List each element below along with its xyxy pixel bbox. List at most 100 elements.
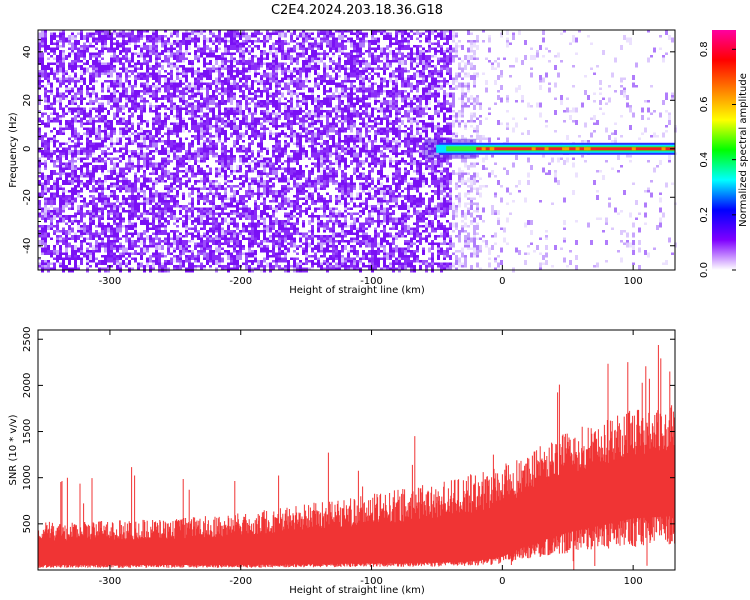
heatmap-cell (290, 217, 293, 220)
heatmap-cell (278, 102, 281, 108)
heatmap-cell (62, 180, 65, 185)
heatmap-cell (164, 95, 167, 98)
heatmap-cell (275, 255, 278, 258)
heatmap-cell (299, 187, 302, 190)
heatmap-cell (218, 215, 221, 218)
heatmap-cell (266, 212, 269, 218)
heatmap-cell (71, 150, 74, 153)
heatmap-cell (167, 95, 170, 98)
heatmap-cell (206, 97, 209, 103)
heatmap-cell (158, 62, 161, 65)
heatmap-cell (191, 67, 194, 70)
heatmap-cell (179, 155, 182, 158)
heatmap-cell (119, 260, 122, 263)
heatmap-cell (182, 40, 185, 45)
heatmap-cell (65, 87, 68, 90)
heatmap-cell (50, 102, 53, 105)
heatmap-cell (152, 227, 155, 230)
heatmap-cell (116, 97, 119, 103)
heatmap-cell (308, 42, 311, 45)
heatmap-cell (263, 167, 266, 173)
heatmap-cell (38, 77, 41, 80)
heatmap-cell (227, 52, 230, 55)
heatmap-cell (113, 257, 116, 260)
heatmap-cell (227, 212, 230, 215)
heatmap-cell (50, 72, 53, 75)
heatmap-cell (176, 45, 179, 48)
heatmap-cell (293, 222, 296, 225)
heatmap-cell (251, 210, 254, 215)
heatmap-cell (41, 85, 44, 88)
heatmap-cell (68, 107, 71, 110)
heatmap-cell (68, 87, 71, 90)
heatmap-cell (293, 132, 296, 138)
heatmap-cell (284, 32, 287, 38)
heatmap-cell (182, 170, 185, 173)
heatmap-cell (131, 187, 134, 193)
heatmap-cell (116, 177, 119, 180)
heatmap-cell (65, 182, 68, 185)
heatmap-cell (302, 80, 305, 85)
heatmap-cell (233, 127, 236, 130)
heatmap-cell (134, 137, 137, 143)
heatmap-cell (92, 177, 95, 180)
heatmap-cell (128, 247, 131, 250)
heatmap-cell (269, 102, 272, 105)
heatmap-cell (188, 265, 191, 268)
heatmap-cell (284, 150, 287, 153)
heatmap-cell (41, 57, 44, 63)
heatmap-cell (170, 72, 173, 75)
heatmap-cell (299, 55, 302, 58)
heatmap-cell (89, 72, 92, 75)
heatmap-cell (110, 72, 113, 78)
heatmap-cell (50, 205, 53, 208)
heatmap-cell (242, 65, 245, 68)
heatmap-cell (107, 127, 110, 130)
heatmap-cell (95, 65, 98, 68)
heatmap-cell (146, 30, 149, 33)
heatmap-cell (305, 237, 308, 240)
heatmap-cell (224, 107, 227, 110)
heatmap-cell (212, 82, 215, 85)
heatmap-cell (92, 45, 95, 48)
heatmap-cell (71, 122, 74, 125)
heatmap-cell (89, 180, 92, 185)
heatmap-cell (302, 52, 305, 58)
heatmap-cell (242, 50, 245, 55)
heatmap-cell (188, 32, 191, 35)
heatmap-cell (185, 250, 188, 253)
heatmap-cell (152, 50, 155, 55)
heatmap-cell (41, 52, 44, 58)
heatmap-cell (161, 37, 164, 43)
heatmap-cell (77, 267, 80, 270)
heatmap-cell (314, 137, 317, 140)
heatmap-cell (92, 132, 95, 135)
heatmap-cell (92, 60, 95, 65)
heatmap-cell (308, 187, 311, 190)
heatmap-cell (224, 37, 227, 40)
heatmap-cell (293, 67, 296, 70)
heatmap-cell (188, 160, 191, 163)
heatmap-cell (113, 102, 116, 108)
heatmap-cell (311, 260, 314, 265)
heatmap-cell (185, 112, 188, 115)
heatmap-cell (38, 235, 41, 238)
heatmap-cell (167, 232, 170, 235)
heatmap-cell (239, 132, 242, 135)
heatmap-cell (290, 127, 293, 130)
heatmap-cell (71, 112, 74, 115)
heatmap-cell (116, 210, 119, 213)
heatmap-cell (80, 225, 83, 228)
heatmap-cell (101, 120, 104, 123)
heatmap-cell (278, 90, 281, 93)
heatmap-cell (155, 35, 158, 38)
heatmap-cell (104, 165, 107, 170)
heatmap-cell (185, 50, 188, 55)
heatmap-cell (80, 262, 83, 265)
heatmap-cell (128, 240, 131, 245)
heatmap-cell (248, 57, 251, 60)
heatmap-cell (218, 175, 221, 178)
heatmap-cell (176, 72, 179, 75)
heatmap-cell (80, 70, 83, 75)
heatmap-cell (266, 162, 269, 168)
